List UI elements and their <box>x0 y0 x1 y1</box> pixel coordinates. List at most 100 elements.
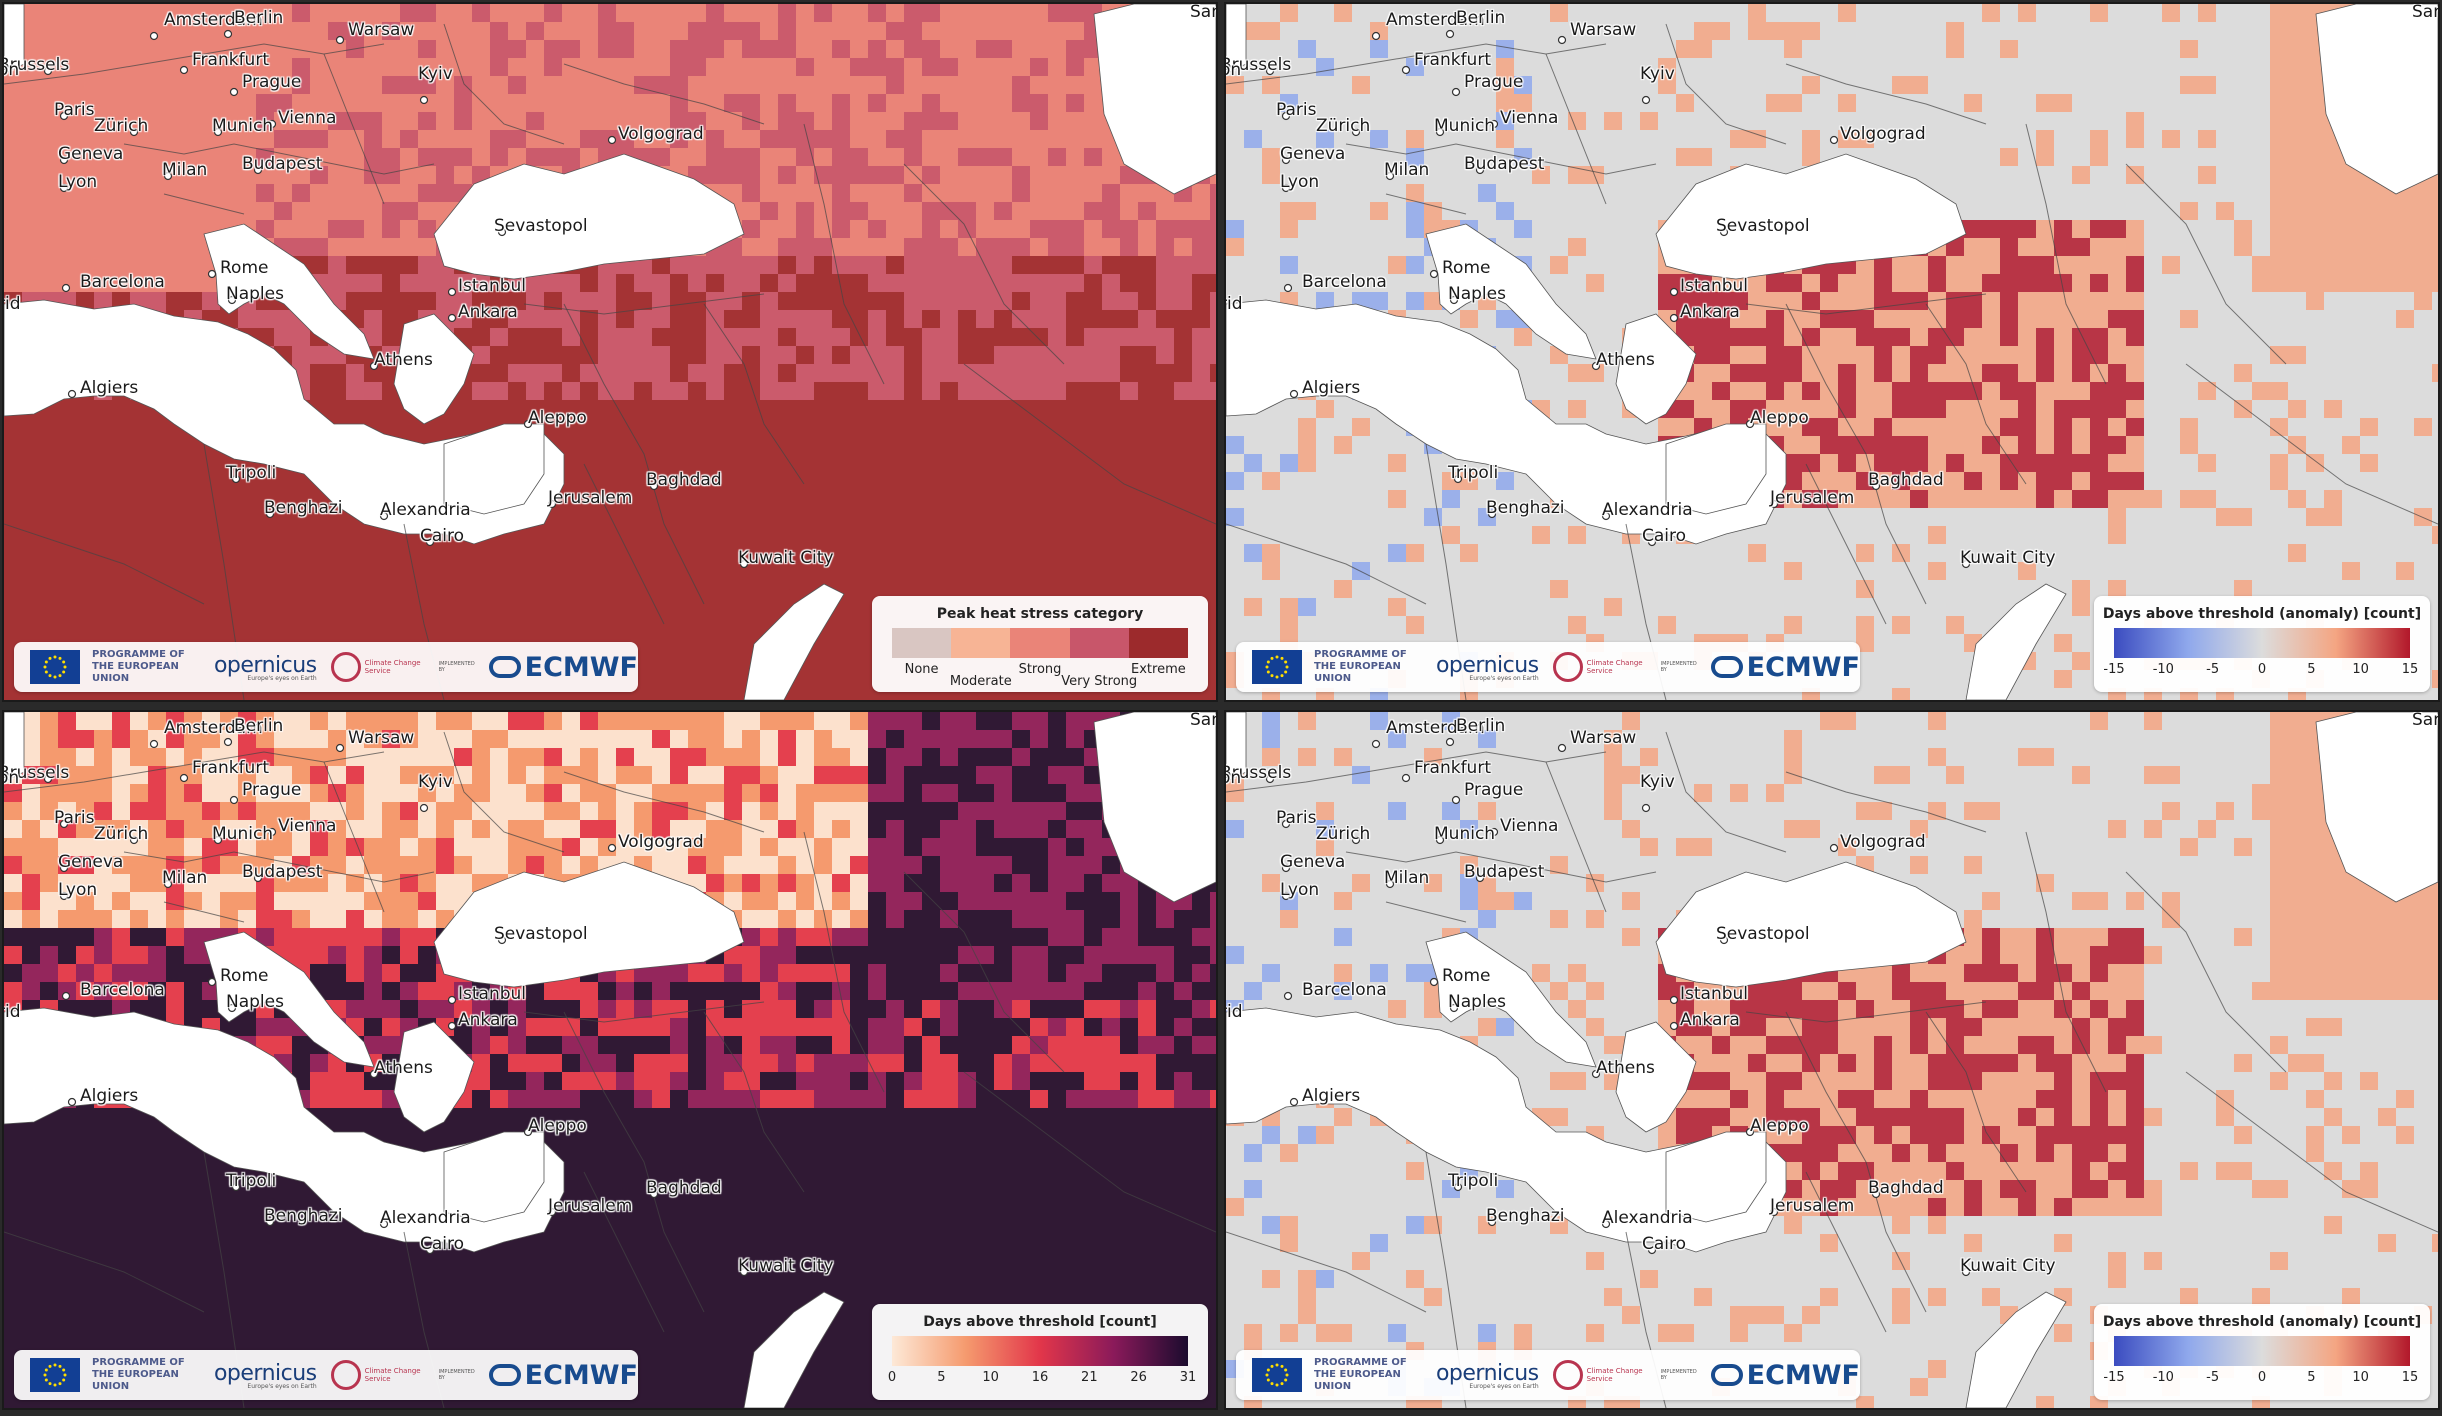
sea-area <box>1093 4 1216 195</box>
city-dot <box>1265 774 1275 784</box>
city-label: Vienna <box>278 816 337 836</box>
ecmwf-wordmark: ECMWF <box>1746 1359 1860 1391</box>
city-label: Munich <box>1434 824 1496 844</box>
city-dot <box>1669 995 1679 1005</box>
city-dot <box>523 419 533 429</box>
city-dot <box>1489 827 1499 837</box>
city-dot <box>59 111 69 121</box>
country-border <box>2185 1071 2438 1233</box>
city-dot <box>231 474 241 484</box>
sea-area <box>1226 712 1247 783</box>
sea-area <box>1665 1131 1767 1223</box>
city-label: Paris <box>1276 100 1317 120</box>
city-label: Lyon <box>1280 172 1320 192</box>
city-label: Jerusalem <box>548 1196 633 1216</box>
copernicus-logo: opernicus Europe's eyes on Earth <box>214 653 317 682</box>
edge-label: on <box>1226 768 1242 788</box>
city-label: Aleppo <box>1750 1116 1809 1136</box>
city-label: Berlin <box>1456 8 1506 28</box>
city-dot <box>447 287 457 297</box>
sea-area <box>1965 583 2067 700</box>
city-label: Berlin <box>234 8 284 28</box>
city-dot <box>1769 499 1779 509</box>
city-dot <box>67 389 77 399</box>
country-border <box>963 363 1216 525</box>
country-border <box>583 1171 665 1333</box>
city-label: Volgograd <box>618 832 704 852</box>
city-label: Athens <box>1596 1058 1655 1078</box>
city-dot <box>43 774 53 784</box>
city-label: Vienna <box>278 108 337 128</box>
city-dot <box>739 559 749 569</box>
legend-tick-label: Extreme <box>1131 662 1186 677</box>
country-border <box>563 1011 705 1313</box>
city-label: Kyiv <box>1640 772 1675 792</box>
city-dot <box>547 499 557 509</box>
ecmwf-logo: ECMWF <box>488 1360 638 1391</box>
ecmwf-wordmark: ECMWF <box>524 651 638 683</box>
country-border <box>2125 163 2287 365</box>
city-dot <box>253 873 263 883</box>
city-dot <box>1453 1182 1463 1192</box>
city-dot <box>547 1207 557 1217</box>
city-label: Jerusalem <box>1770 1196 1855 1216</box>
city-label: Tripoli <box>226 1171 277 1191</box>
legend-tick-label: -15 <box>2103 662 2125 677</box>
city-label: Berlin <box>1456 716 1506 736</box>
country-border <box>1345 143 1657 175</box>
city-dot <box>1371 31 1381 41</box>
city-dot <box>59 155 69 165</box>
sea-area <box>743 1291 845 1408</box>
country-border <box>703 1011 805 1193</box>
legend-tick-label: Very Strong <box>1061 674 1138 689</box>
city-label: Athens <box>374 1058 433 1078</box>
city-dot <box>1281 155 1291 165</box>
city-dot <box>1669 1021 1679 1031</box>
city-label: Frankfurt <box>1414 758 1491 778</box>
city-dot <box>149 31 159 41</box>
legend-tick-label: 0 <box>887 1370 897 1385</box>
city-dot <box>1475 873 1485 883</box>
c3s-icon <box>330 1360 361 1390</box>
city-dot <box>369 1069 379 1079</box>
country-border <box>2025 831 2107 1093</box>
city-dot <box>1961 1267 1971 1277</box>
ecmwf-logo: ECMWF <box>1710 652 1860 683</box>
sea-area <box>443 423 545 515</box>
legend-swatch <box>1128 628 1189 658</box>
copernicus-tagline: Europe's eyes on Earth <box>1469 674 1539 682</box>
city-label: Brussels <box>1224 55 1292 75</box>
city-dot <box>1351 835 1361 845</box>
legend: Days above threshold (anomaly) [count] -1… <box>2094 1304 2430 1400</box>
map-canvas <box>4 4 1216 700</box>
legend-tick-label: -5 <box>2206 1370 2220 1385</box>
country-border <box>323 761 385 913</box>
city-label: Cairo <box>420 526 465 546</box>
city-dot <box>43 66 53 76</box>
city-label: Amsterdam <box>164 10 263 30</box>
country-border <box>1226 1231 1427 1313</box>
legend-tick-label: 10 <box>982 1370 999 1385</box>
sea-area <box>2315 712 2438 903</box>
sea-area <box>1665 423 1767 515</box>
city-dot <box>207 977 217 987</box>
city-label: Rome <box>1442 966 1491 986</box>
copernicus-logo: opernicus Europe's eyes on Earth <box>1436 653 1539 682</box>
country-border <box>2125 871 2287 1073</box>
legend-tick-label: 15 <box>2401 1370 2419 1385</box>
city-dot <box>1669 313 1679 323</box>
legend-title: Peak heat stress category <box>936 606 1144 622</box>
city-dot <box>447 1021 457 1031</box>
city-label: Milan <box>1384 868 1430 888</box>
country-border <box>903 871 1065 1073</box>
ecmwf-icon <box>488 1364 521 1386</box>
legend-tick-label: 5 <box>2307 662 2316 677</box>
city-dot <box>163 171 173 181</box>
legend-colorbar <box>892 1336 1188 1366</box>
edge-label: on <box>4 60 20 80</box>
country-border <box>903 163 1065 365</box>
city-label: Ankara <box>1680 1010 1740 1030</box>
sea-area <box>393 1021 475 1133</box>
city-label: Aleppo <box>1750 408 1809 428</box>
city-dot <box>207 269 217 279</box>
